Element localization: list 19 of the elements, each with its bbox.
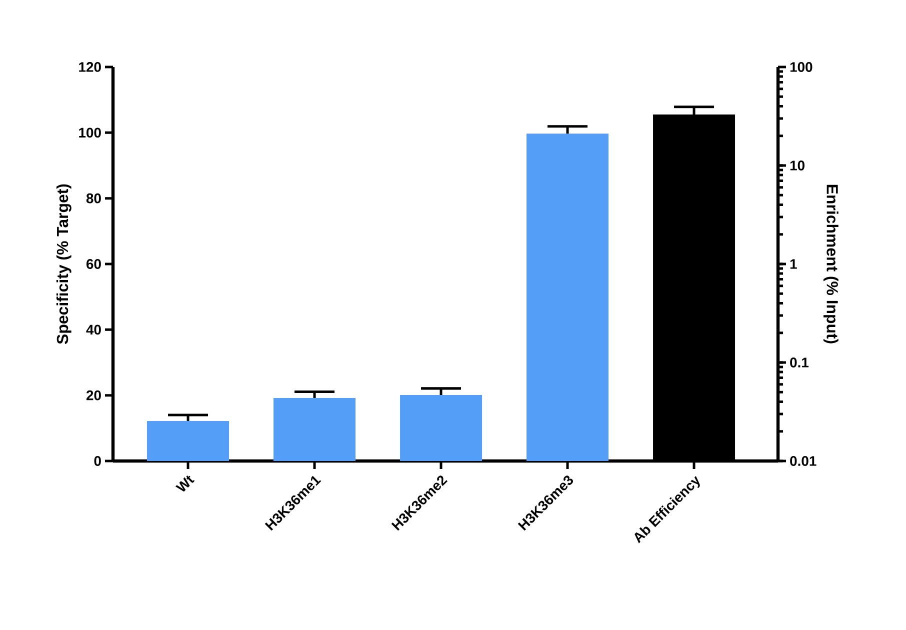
y2-axis-title: Enrichment (% Input) <box>824 184 838 344</box>
y-tick-label: 20 <box>86 390 101 400</box>
y2-tick-label: 100 <box>790 62 812 72</box>
y-tick-label: 120 <box>79 62 101 72</box>
y-tick-label: 0 <box>94 456 101 466</box>
bar <box>400 395 482 461</box>
y2-tick-label: 0.01 <box>790 456 816 466</box>
y-tick-label: 100 <box>79 128 101 138</box>
bar <box>526 134 609 461</box>
y2-tick-label: 10 <box>790 160 804 170</box>
x-tick-label: Wt <box>175 475 195 492</box>
y-tick-label: 60 <box>86 259 101 269</box>
y2-tick-label: 1 <box>790 259 797 269</box>
y-tick-label: 40 <box>86 324 101 335</box>
y-axis-title: Specificity (% Target) <box>56 184 72 344</box>
bar <box>274 398 356 461</box>
y-tick-label: 80 <box>86 193 101 204</box>
y2-tick-label: 0.1 <box>790 358 809 368</box>
bar <box>147 420 230 461</box>
